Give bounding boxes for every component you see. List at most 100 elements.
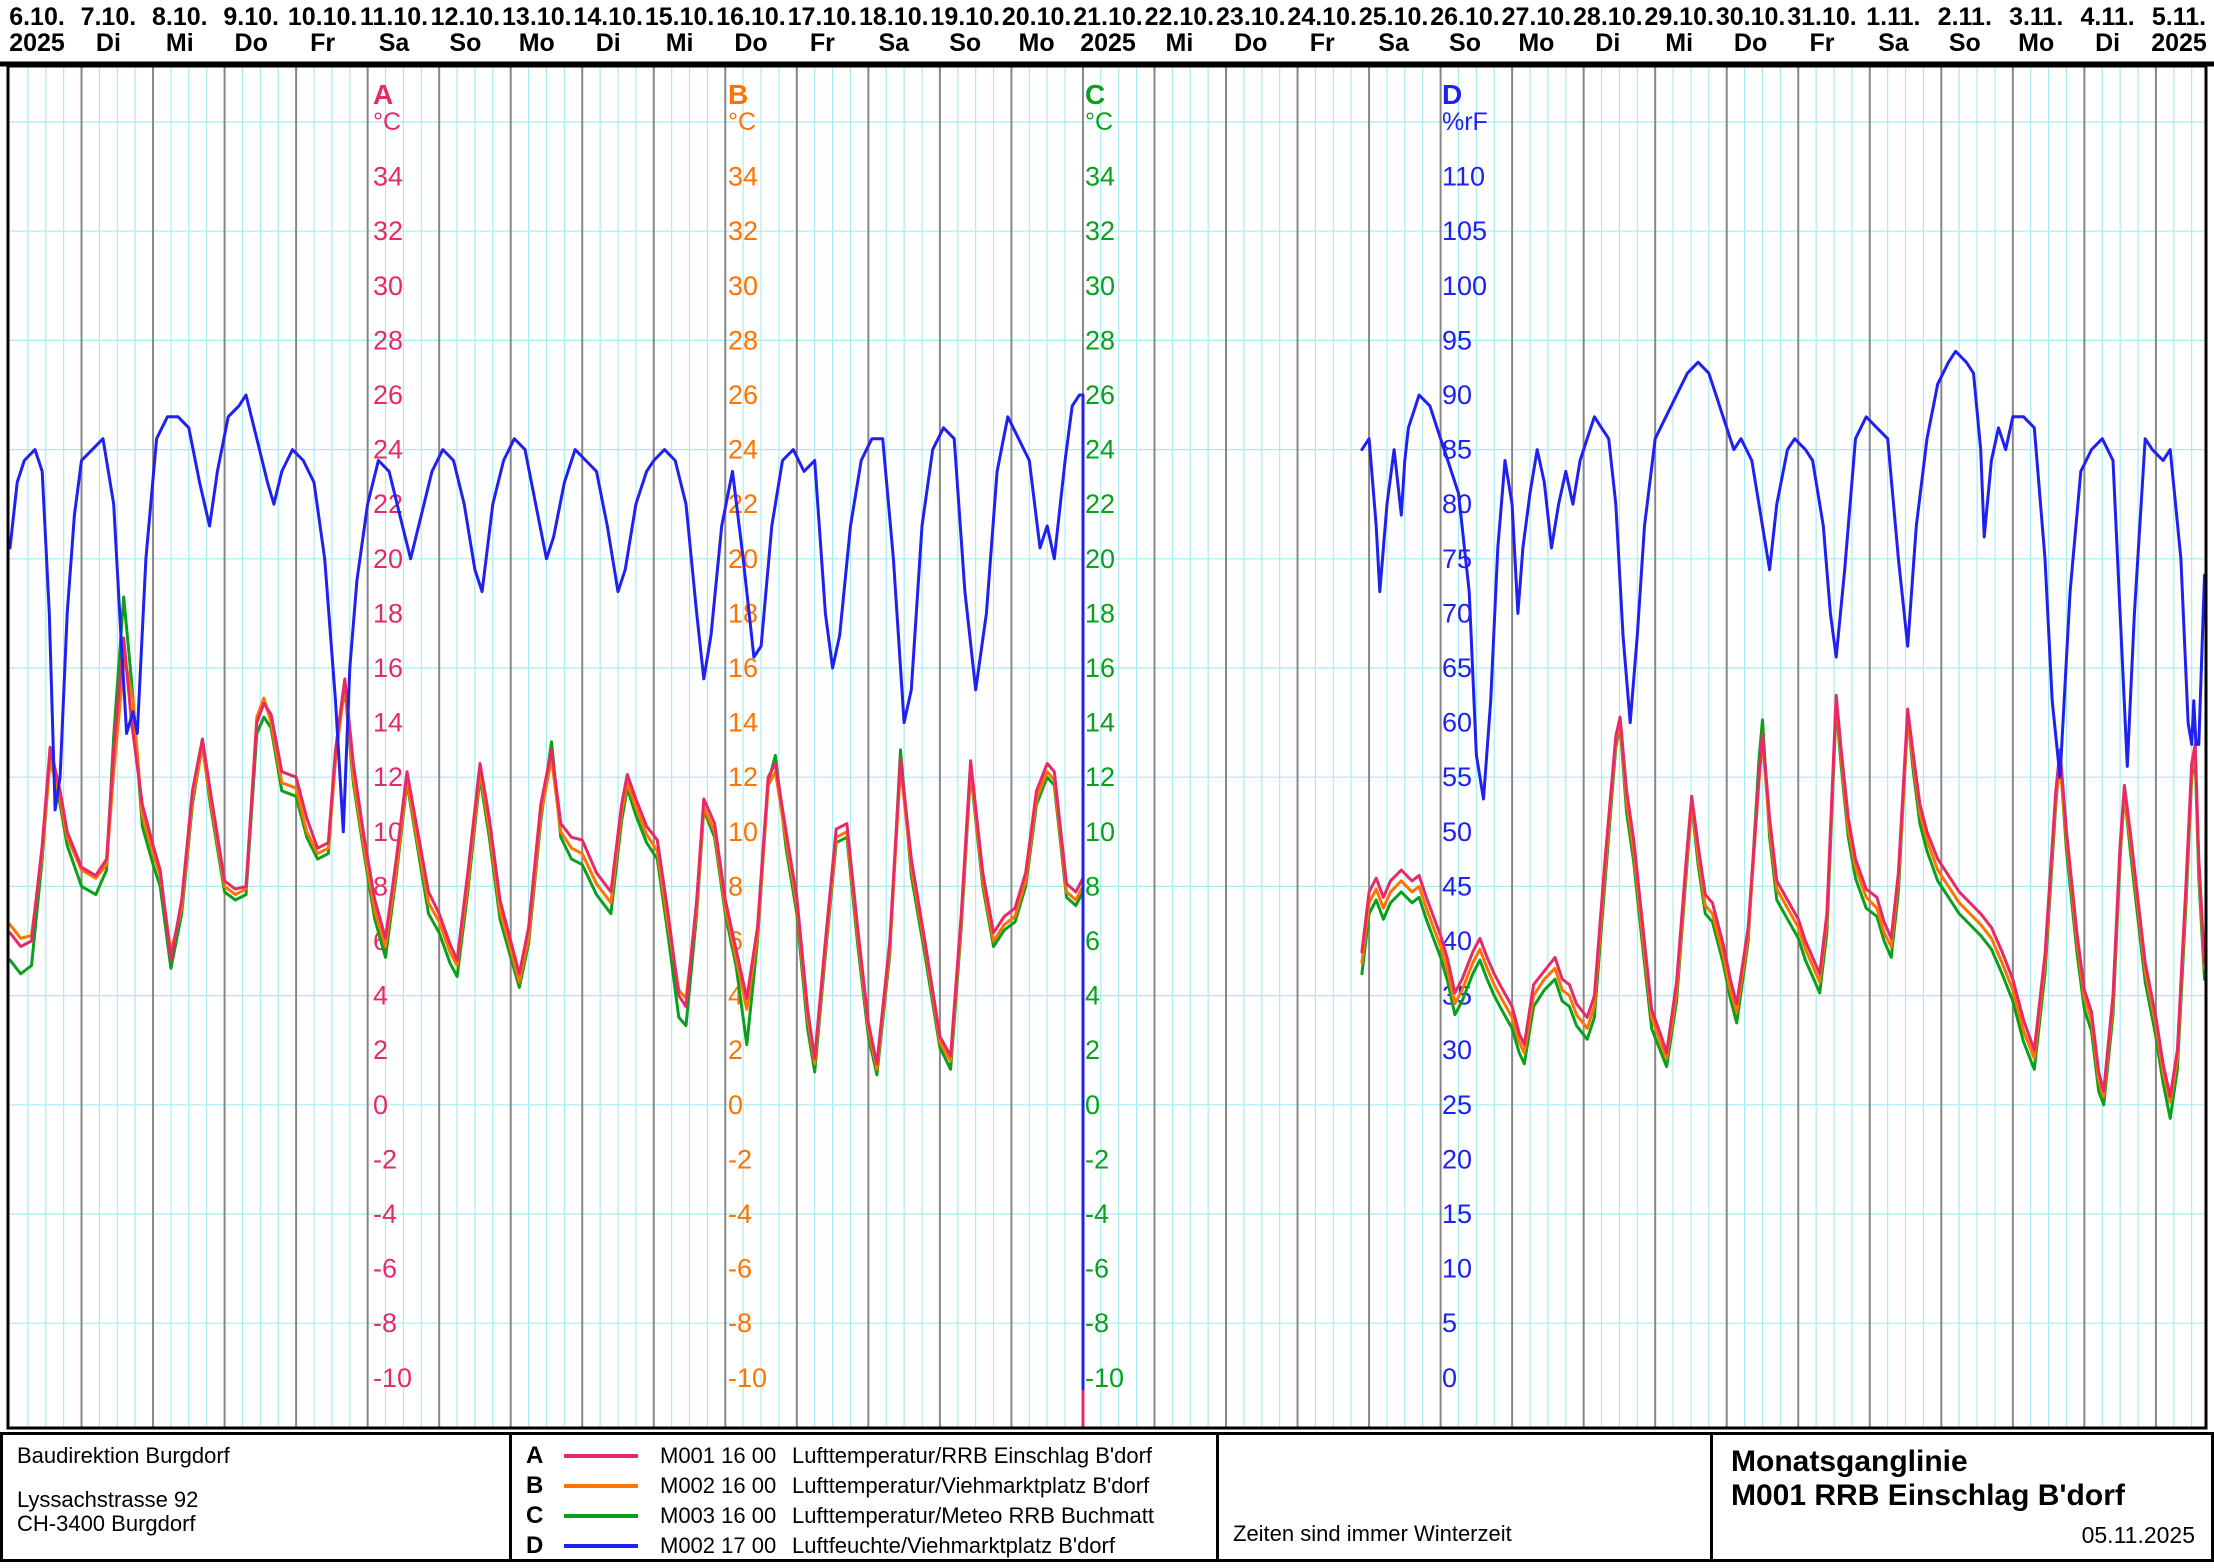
axis-A-label: 4 bbox=[373, 981, 388, 1011]
legend-letter-d: D bbox=[526, 1532, 544, 1559]
axis-A-label: °C bbox=[373, 108, 401, 136]
axis-A-label: 34 bbox=[373, 162, 403, 192]
day-weekday: Sa bbox=[1378, 29, 1409, 57]
axis-B-label: 26 bbox=[728, 380, 758, 410]
day-weekday: Do bbox=[734, 29, 768, 57]
day-header-11-10-: 11.10. Sa bbox=[358, 4, 430, 56]
winterzeit-note: Zeiten sind immer Winterzeit bbox=[1233, 1521, 1512, 1546]
axis-B-label: 0 bbox=[728, 1090, 743, 1120]
day-date: 2.11. bbox=[1937, 3, 1992, 31]
axis-B-label: 8 bbox=[728, 871, 743, 901]
day-date: 13.10. bbox=[502, 3, 572, 31]
axis-D: D%rF110105100959085807570656055504540353… bbox=[1442, 79, 1488, 1393]
note-box: Zeiten sind immer Winterzeit bbox=[1216, 1432, 1713, 1562]
day-weekday: Sa bbox=[378, 29, 410, 57]
series-C-line bbox=[1360, 704, 2206, 1120]
axis-D-label: 60 bbox=[1442, 708, 1472, 738]
day-date: 29.10. bbox=[1644, 3, 1714, 31]
axis-C-label: °C bbox=[1085, 108, 1113, 136]
axis-D-label: 55 bbox=[1442, 762, 1472, 792]
day-date: 4.11. bbox=[2080, 3, 2135, 31]
legend-letter-b: B bbox=[526, 1472, 544, 1499]
legend-row-a: A M001 16 00 Lufttemperatur/RRB Einschla… bbox=[526, 1441, 1152, 1471]
day-header-24-10-: 24.10. Fr bbox=[1286, 4, 1358, 56]
axis-B-label: 18 bbox=[728, 598, 758, 628]
axis-A-label: A bbox=[373, 79, 393, 110]
axis-D-label: 90 bbox=[1442, 380, 1472, 410]
day-header-21-10-: 21.10. 2025 bbox=[1072, 4, 1144, 56]
day-weekday: Mi bbox=[1165, 29, 1194, 57]
axis-A-label: 28 bbox=[373, 325, 403, 355]
legend-label-b: Lufttemperatur/Viehmarktplatz B'dorf bbox=[792, 1473, 1150, 1498]
axis-D-label: 65 bbox=[1442, 653, 1472, 683]
axis-A-label: 26 bbox=[373, 380, 403, 410]
title-box: Monatsganglinie M001 RRB Einschlag B'dor… bbox=[1710, 1432, 2214, 1562]
axis-C-label: 28 bbox=[1085, 325, 1115, 355]
day-header-6-10-: 6.10. 2025 bbox=[1, 4, 73, 56]
day-header-14-10-: 14.10. Di bbox=[572, 4, 644, 56]
day-weekday: Do bbox=[234, 29, 268, 57]
axis-A-label: 30 bbox=[373, 271, 403, 301]
address-line-2: Lyssachstrasse 92 bbox=[17, 1487, 199, 1512]
axis-A-label: 0 bbox=[373, 1090, 388, 1120]
axis-C-label: -10 bbox=[1085, 1363, 1124, 1393]
day-weekday: Mo bbox=[1518, 29, 1555, 57]
axis-B-label: 14 bbox=[728, 708, 758, 738]
day-weekday: Sa bbox=[1878, 29, 1909, 57]
day-weekday: So bbox=[1948, 29, 1981, 57]
day-weekday: 2025 bbox=[9, 29, 65, 57]
axis-C-label: 14 bbox=[1085, 708, 1115, 738]
axis-B-label: -10 bbox=[728, 1363, 767, 1393]
day-date: 15.10. bbox=[644, 3, 715, 31]
legend-row-c: C M003 16 00 Lufttemperatur/Meteo RRB Bu… bbox=[526, 1501, 1154, 1531]
day-header-4-11-: 4.11. Di bbox=[2072, 4, 2144, 56]
series-A-line bbox=[1360, 693, 2206, 1099]
axis-C-label: 10 bbox=[1085, 817, 1115, 847]
series-group bbox=[8, 349, 2206, 1428]
axis-B-label: -2 bbox=[728, 1144, 752, 1174]
axis-D-label: 110 bbox=[1442, 162, 1485, 192]
day-header-23-10-: 23.10. Do bbox=[1215, 4, 1287, 56]
day-date: 30.10. bbox=[1715, 3, 1786, 31]
day-weekday: 2025 bbox=[2151, 29, 2207, 57]
day-date: 31.10. bbox=[1787, 3, 1857, 31]
day-header-25-10-: 25.10. Sa bbox=[1358, 4, 1430, 56]
axis-C-label: 32 bbox=[1085, 216, 1115, 246]
axis-B-label: -4 bbox=[728, 1199, 752, 1229]
day-header-26-10-: 26.10. So bbox=[1429, 4, 1501, 56]
day-header-29-10-: 29.10. Mi bbox=[1643, 4, 1715, 56]
axis-D-label: 45 bbox=[1442, 871, 1472, 901]
axis-D-label: 40 bbox=[1442, 926, 1472, 956]
day-header-13-10-: 13.10. Mo bbox=[501, 4, 573, 56]
day-date: 8.10. bbox=[151, 3, 208, 31]
day-weekday: Fr bbox=[1309, 29, 1335, 57]
axis-B-label: 10 bbox=[728, 817, 758, 847]
axis-A-label: 32 bbox=[373, 216, 403, 246]
day-weekday: So bbox=[449, 29, 482, 57]
day-date: 16.10. bbox=[716, 3, 786, 31]
axis-C-label: -4 bbox=[1085, 1199, 1109, 1229]
axis-D-label: D bbox=[1442, 79, 1462, 110]
day-header-28-10-: 28.10. Di bbox=[1572, 4, 1644, 56]
day-weekday: Do bbox=[1234, 29, 1268, 57]
legend-code-d: M002 17 00 bbox=[660, 1533, 777, 1558]
axis-D-label: 80 bbox=[1442, 489, 1472, 519]
series-A-line bbox=[8, 636, 1085, 1428]
axis-A-label: -10 bbox=[373, 1363, 412, 1393]
axis-A-label: -2 bbox=[373, 1144, 397, 1174]
day-header-1-11-: 1.11. Sa bbox=[1857, 4, 1929, 56]
address-line-3: CH-3400 Burgdorf bbox=[17, 1511, 196, 1536]
day-date: 21.10. bbox=[1073, 3, 1143, 31]
axis-C-label: -2 bbox=[1085, 1144, 1109, 1174]
day-weekday: Sa bbox=[878, 29, 910, 57]
axis-D-label: %rF bbox=[1442, 108, 1488, 136]
day-weekday: Di bbox=[2095, 29, 2121, 57]
legend-swatch-c bbox=[564, 1514, 638, 1518]
day-date: 7.10. bbox=[80, 3, 137, 31]
axis-C-label: 12 bbox=[1085, 762, 1115, 792]
axis-C-label: 26 bbox=[1085, 380, 1115, 410]
axis-C-label: 0 bbox=[1085, 1090, 1100, 1120]
day-date: 22.10. bbox=[1144, 3, 1215, 31]
day-header-7-10-: 7.10. Di bbox=[72, 4, 144, 56]
